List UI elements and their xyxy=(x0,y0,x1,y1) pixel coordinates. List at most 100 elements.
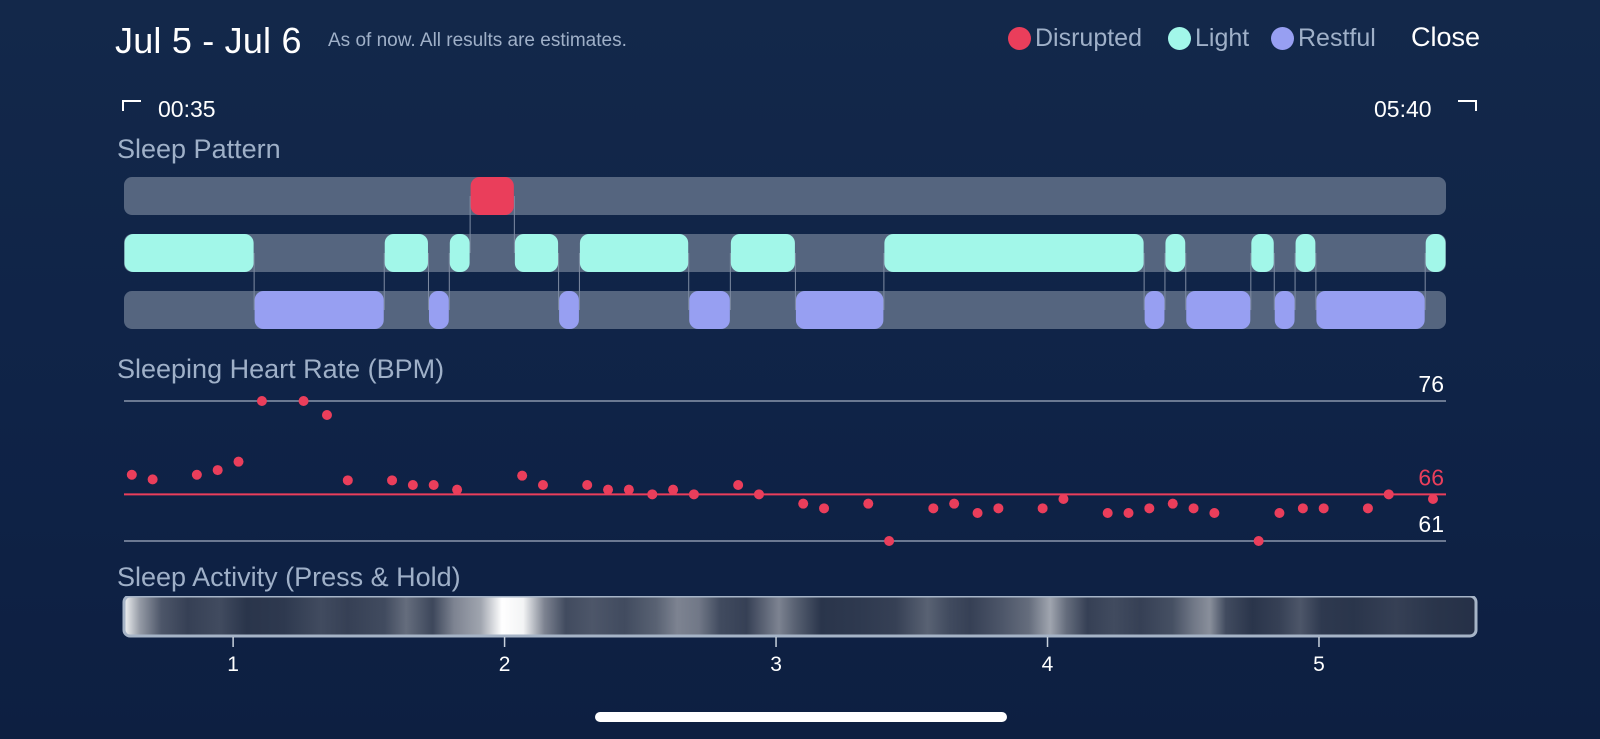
segment-restful xyxy=(1144,291,1165,329)
heart-rate-point xyxy=(147,474,158,485)
activity-bar[interactable] xyxy=(122,596,1478,638)
heart-rate-point xyxy=(1253,536,1264,546)
heart-rate-point xyxy=(647,489,658,500)
axis-tick-label: 2 xyxy=(499,653,511,676)
heart-rate-point xyxy=(1167,498,1178,509)
reference-label-76: 76 xyxy=(1418,371,1444,397)
segment-restful xyxy=(1274,291,1295,329)
heart-rate-point xyxy=(1037,503,1048,514)
heart-rate-point xyxy=(1123,508,1134,518)
heart-rate-point xyxy=(1297,503,1308,514)
segment-light xyxy=(384,234,428,272)
heart-rate-point xyxy=(1383,489,1394,500)
range-end-time: 05:40 xyxy=(1374,96,1432,122)
heart-rate-point xyxy=(1144,503,1155,514)
heart-rate-point xyxy=(819,503,830,514)
segment-restful xyxy=(428,291,449,329)
heart-rate-point xyxy=(517,470,528,481)
segment-light xyxy=(124,234,254,272)
segment-light xyxy=(449,234,470,272)
heart-rate-point xyxy=(582,480,593,490)
segment-disrupted xyxy=(470,177,514,215)
segment-restful xyxy=(254,291,384,329)
range-end-bracket-icon xyxy=(1458,100,1477,111)
legend-label-restful: Restful xyxy=(1298,24,1376,52)
heart-rate-point xyxy=(298,396,309,406)
close-button[interactable]: Close xyxy=(1411,22,1481,52)
segment-light xyxy=(884,234,1144,272)
heart-rate-point xyxy=(126,469,137,480)
segment-light xyxy=(1425,234,1446,272)
segment-light xyxy=(1295,234,1316,272)
heart-rate-point xyxy=(1318,503,1329,514)
heart-rate-point xyxy=(688,489,699,500)
heart-rate-point xyxy=(407,480,418,490)
heart-rate-point xyxy=(212,465,223,476)
heart-rate-point xyxy=(342,475,353,486)
heart-rate-point xyxy=(863,498,874,509)
light-dot-icon xyxy=(1168,27,1191,50)
segment-light xyxy=(1165,234,1186,272)
heart-rate-point xyxy=(949,498,960,509)
disrupted-dot-icon xyxy=(1008,27,1031,50)
heart-rate-point xyxy=(191,469,202,480)
heart-rate-point xyxy=(733,480,744,490)
heart-rate-point xyxy=(256,396,267,406)
segment-restful xyxy=(795,291,884,329)
track-restful xyxy=(124,291,1446,329)
heart-rate-point xyxy=(1362,503,1373,514)
heart-rate-point xyxy=(1102,508,1113,518)
heart-rate-point xyxy=(972,508,983,518)
heart-rate-point xyxy=(753,489,764,500)
heart-rate-point xyxy=(1209,508,1220,518)
legend-label-light: Light xyxy=(1195,24,1250,52)
sleep-activity-title: Sleep Activity (Press & Hold) xyxy=(117,562,461,592)
legend-item-light: Light xyxy=(1168,24,1249,53)
segment-restful xyxy=(559,291,579,329)
segment-light xyxy=(514,234,559,272)
page-title: Jul 5 - Jul 6 xyxy=(115,20,302,61)
legend-item-disrupted: Disrupted xyxy=(1008,24,1142,53)
segment-light xyxy=(1251,234,1274,272)
track-disrupted xyxy=(124,177,1446,215)
heart-rate-point xyxy=(233,456,244,467)
range-start-time: 00:35 xyxy=(158,96,216,122)
restful-dot-icon xyxy=(1271,27,1294,50)
segment-light xyxy=(579,234,689,272)
heart-rate-point xyxy=(452,484,463,495)
heart-rate-title: Sleeping Heart Rate (BPM) xyxy=(117,354,445,384)
heart-rate-point xyxy=(668,484,679,495)
heart-rate-point xyxy=(884,536,895,546)
axis-tick-label: 3 xyxy=(770,653,782,676)
axis-tick-label: 5 xyxy=(1313,653,1325,676)
sleep-pattern-chart[interactable] xyxy=(0,0,1600,345)
heart-rate-point xyxy=(603,484,614,495)
sleep-activity-heatmap[interactable]: 1 2 3 4 5 xyxy=(0,596,1600,696)
estimate-note: As of now. All results are estimates. xyxy=(328,30,627,51)
heart-rate-point xyxy=(321,410,332,420)
axis-tick-label: 1 xyxy=(227,653,239,676)
segment-light xyxy=(730,234,795,272)
heart-rate-point xyxy=(1058,494,1069,504)
legend-item-restful: Restful xyxy=(1271,24,1376,53)
segment-restful xyxy=(1186,291,1251,329)
heart-rate-chart: 76 66 61 xyxy=(124,371,1446,546)
home-indicator[interactable] xyxy=(595,712,1007,722)
heart-rate-point xyxy=(928,503,939,514)
heart-rate-point xyxy=(1274,508,1285,518)
legend-label-disrupted: Disrupted xyxy=(1035,24,1142,52)
axis-tick-label: 4 xyxy=(1042,653,1054,676)
heart-rate-point xyxy=(1427,494,1438,504)
heart-rate-point xyxy=(798,498,809,509)
reference-label-61: 61 xyxy=(1418,511,1444,537)
heart-rate-point xyxy=(387,475,398,486)
reference-label-66: 66 xyxy=(1418,464,1444,490)
sleep-pattern-title: Sleep Pattern xyxy=(117,134,281,164)
heart-rate-point xyxy=(993,503,1004,514)
range-start-bracket-icon xyxy=(122,100,141,111)
heart-rate-point xyxy=(623,484,634,495)
segment-restful xyxy=(689,291,730,329)
heart-rate-point xyxy=(428,480,439,490)
heart-rate-point xyxy=(537,480,548,490)
segment-restful xyxy=(1316,291,1425,329)
